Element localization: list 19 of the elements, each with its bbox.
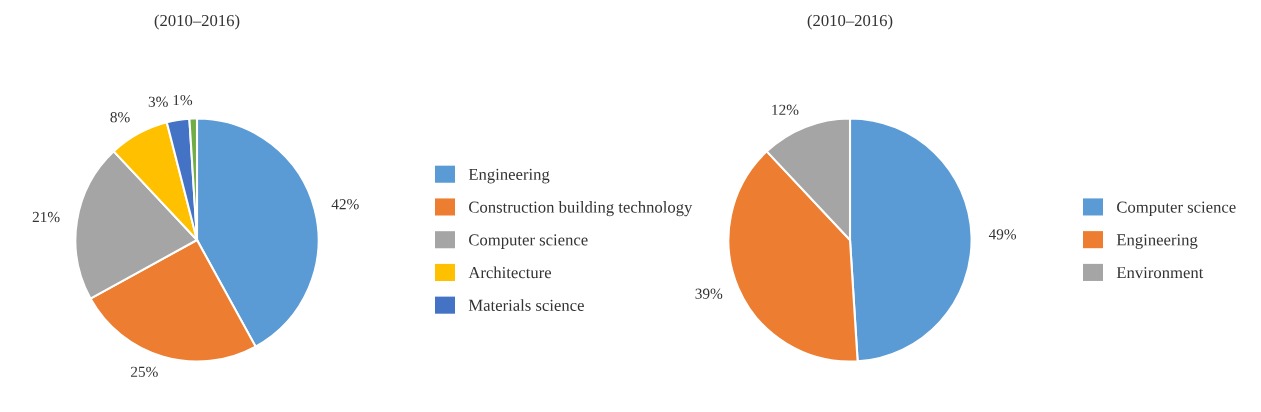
data-label: 3% (148, 96, 168, 107)
legend-label: Computer science (469, 234, 588, 249)
legend-label: Environment (1116, 267, 1204, 279)
data-label: 42% (331, 199, 359, 210)
data-label: 12% (772, 104, 799, 115)
legend-label: Construction building technology (469, 201, 693, 217)
chart-title: (2010–2016) (154, 14, 240, 30)
legend-label: Engineering (468, 168, 550, 184)
data-label: 21% (32, 211, 60, 223)
legend-label: Computer science (1117, 201, 1236, 217)
legend-label: Engineering (1116, 234, 1198, 249)
data-label: 49% (988, 229, 1017, 240)
legend-label: Architecture (468, 266, 552, 279)
chart-title: (2010–2016) (807, 14, 893, 30)
data-label: 39% (695, 288, 723, 299)
legend-label: Materials science (468, 299, 584, 311)
data-label: 1% (173, 94, 193, 106)
data-label: 25% (130, 366, 158, 377)
data-label: 8% (110, 112, 130, 123)
